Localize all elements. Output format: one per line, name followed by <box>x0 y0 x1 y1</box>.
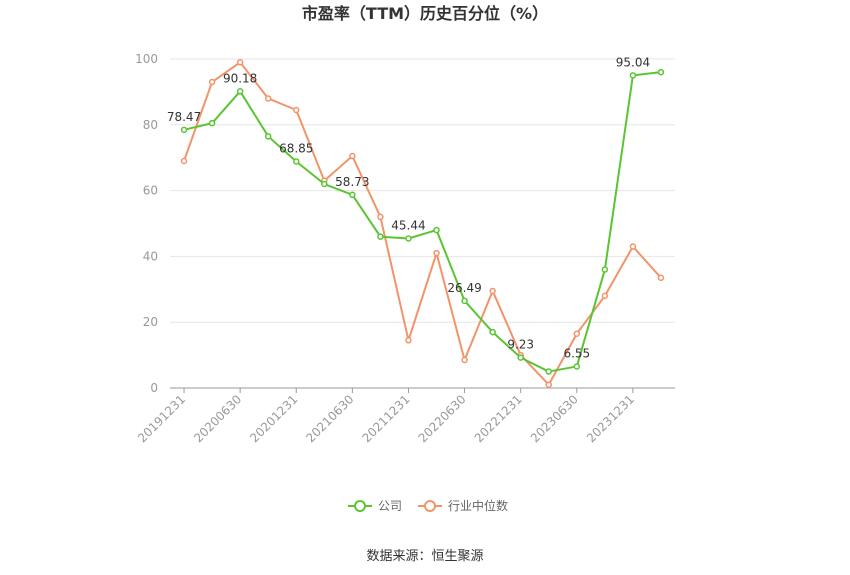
data-point[interactable] <box>321 180 328 188</box>
data-label: 95.04 <box>616 55 650 69</box>
y-axis: 0 20 40 60 80 100 <box>135 52 158 395</box>
y-tick-label: 20 <box>143 315 158 329</box>
data-point[interactable] <box>573 330 581 337</box>
series-line <box>183 61 662 386</box>
data-point[interactable] <box>489 287 496 295</box>
data-label: 78.47 <box>167 110 201 124</box>
data-point[interactable] <box>208 78 216 86</box>
data-point[interactable] <box>264 95 272 102</box>
legend-marker <box>424 500 436 512</box>
data-label: 45.44 <box>391 219 425 233</box>
data-point[interactable] <box>545 381 552 388</box>
data-point[interactable] <box>433 226 440 234</box>
x-tick-label: 20210630 <box>303 392 356 445</box>
data-label: 26.49 <box>447 281 481 295</box>
data-point[interactable] <box>629 243 637 250</box>
data-point[interactable] <box>433 249 440 257</box>
data-label: 68.85 <box>279 141 313 155</box>
x-tick-label: 20200630 <box>191 392 244 445</box>
data-point[interactable] <box>517 354 524 361</box>
x-tick-label: 20201231 <box>247 392 300 445</box>
data-label: 90.18 <box>223 71 257 85</box>
x-tick-label: 20191231 <box>135 392 188 445</box>
data-point[interactable] <box>461 297 468 305</box>
x-axis: 20191231 20200630 20201231 20210630 20211231… <box>135 387 675 445</box>
legend-item-company[interactable]: 公司 <box>348 499 402 513</box>
data-point[interactable] <box>293 106 300 114</box>
data-point[interactable] <box>545 368 552 375</box>
data-point[interactable] <box>657 274 665 282</box>
data-point[interactable] <box>377 213 384 221</box>
data-point[interactable] <box>236 88 244 95</box>
series-company: 78.47 90.18 68.85 58.73 45.44 26.49 9.23 6.55 95… <box>167 55 665 375</box>
data-point[interactable] <box>601 292 609 300</box>
series-line <box>183 71 662 373</box>
x-tick-label: 20231231 <box>584 392 637 445</box>
data-label: 6.55 <box>563 346 590 360</box>
data-point[interactable] <box>293 158 300 165</box>
data-point[interactable] <box>180 157 188 165</box>
x-tick-label: 20230630 <box>528 392 581 445</box>
legend-marker <box>354 500 366 512</box>
data-point[interactable] <box>377 233 384 240</box>
data-point[interactable] <box>208 119 216 127</box>
series-layer: 78.47 90.18 68.85 58.73 45.44 26.49 9.23 6.55 95… <box>167 55 665 388</box>
data-point[interactable] <box>236 59 244 66</box>
legend-label: 公司 <box>378 499 402 513</box>
legend-item-industry-median[interactable]: 行业中位数 <box>418 498 508 513</box>
data-point[interactable] <box>461 356 468 364</box>
data-point[interactable] <box>489 328 496 336</box>
y-tick-label: 0 <box>150 381 158 395</box>
data-point[interactable] <box>629 72 637 79</box>
y-tick-label: 80 <box>143 118 158 132</box>
chart-title: 市盈率（TTM）历史百分位（%） <box>302 4 548 23</box>
x-tick-label: 20220630 <box>416 392 469 445</box>
data-label: 58.73 <box>335 175 369 189</box>
x-tick-label: 20221231 <box>472 392 525 445</box>
data-point[interactable] <box>264 133 272 140</box>
data-point[interactable] <box>573 363 581 370</box>
data-point[interactable] <box>349 191 356 199</box>
series-industry-median <box>180 59 665 388</box>
data-label: 9.23 <box>507 338 534 352</box>
x-tick-label: 20211231 <box>360 392 413 445</box>
data-point[interactable] <box>405 235 412 242</box>
data-point[interactable] <box>180 126 188 134</box>
source-text: 数据来源：恒生聚源 <box>366 549 483 564</box>
y-tick-label: 40 <box>143 249 158 263</box>
data-point[interactable] <box>657 68 665 76</box>
data-point[interactable] <box>349 152 356 160</box>
y-tick-label: 100 <box>135 52 158 66</box>
legend[interactable]: 公司 行业中位数 <box>348 498 508 513</box>
y-tick-label: 60 <box>143 184 158 198</box>
data-point[interactable] <box>601 266 609 273</box>
data-point[interactable] <box>405 337 412 344</box>
legend-label: 行业中位数 <box>448 498 508 513</box>
grid <box>170 58 675 323</box>
